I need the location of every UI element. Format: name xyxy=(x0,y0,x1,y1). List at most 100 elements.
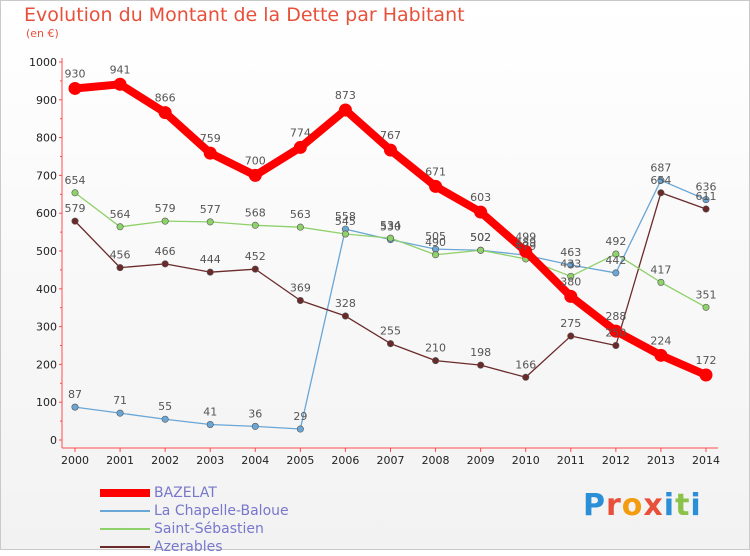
data-point xyxy=(206,218,214,226)
data-point xyxy=(477,361,485,369)
logo-letter: t xyxy=(675,488,691,523)
data-label: 654 xyxy=(65,174,86,187)
y-tick-label: 900 xyxy=(36,94,57,107)
data-point xyxy=(248,168,262,182)
legend-item: Saint-Sébastien xyxy=(100,520,289,538)
x-tick-label: 2007 xyxy=(377,454,405,467)
data-point xyxy=(432,357,440,365)
data-label: 198 xyxy=(470,346,491,359)
data-label: 452 xyxy=(245,250,266,263)
data-label: 505 xyxy=(425,230,446,243)
data-label: 579 xyxy=(65,202,86,215)
y-tick-label: 400 xyxy=(36,283,57,296)
legend-item: Azerables xyxy=(100,538,289,556)
data-label: 55 xyxy=(158,400,172,413)
legend-item: La Chapelle-Baloue xyxy=(100,502,289,520)
data-point xyxy=(161,260,169,268)
logo-letter: i xyxy=(690,488,702,523)
legend-label: Azerables xyxy=(154,539,223,555)
data-point xyxy=(296,223,304,231)
data-label: 545 xyxy=(335,215,356,228)
data-label: 700 xyxy=(245,154,266,167)
data-label: 687 xyxy=(650,161,671,174)
x-tick-label: 2010 xyxy=(512,454,540,467)
data-label: 502 xyxy=(470,231,491,244)
data-label: 444 xyxy=(200,253,221,266)
data-label: 250 xyxy=(605,327,626,340)
data-label: 636 xyxy=(696,181,717,194)
data-labels-layer: 87 71 55 41 36 29 558 530 505 502 489 463 442 687 636 5… xyxy=(65,63,717,423)
legend-label: BAZELAT xyxy=(154,485,217,501)
legend-swatch xyxy=(100,510,150,512)
x-tick-label: 2000 xyxy=(61,454,89,467)
x-tick-label: 2002 xyxy=(151,454,179,467)
data-point xyxy=(654,348,668,362)
data-label: 579 xyxy=(155,202,176,215)
legend-swatch xyxy=(100,546,150,548)
data-label: 255 xyxy=(380,325,401,338)
data-label: 577 xyxy=(200,203,221,216)
x-tick-label: 2009 xyxy=(467,454,495,467)
data-point xyxy=(113,77,127,91)
y-tick-label: 500 xyxy=(36,245,57,258)
data-point xyxy=(567,272,575,280)
data-label: 564 xyxy=(110,208,131,221)
data-point xyxy=(251,265,259,273)
data-label: 87 xyxy=(68,388,82,401)
logo-letter: r xyxy=(606,488,622,523)
data-point xyxy=(161,415,169,423)
data-label: 563 xyxy=(290,208,311,221)
data-point xyxy=(71,217,79,225)
data-label: 671 xyxy=(425,165,446,178)
data-label: 774 xyxy=(290,126,311,139)
data-label: 71 xyxy=(113,394,127,407)
x-tick-label: 2008 xyxy=(422,454,450,467)
y-tick-label: 700 xyxy=(36,169,57,182)
data-label: 502 xyxy=(470,231,491,244)
data-point xyxy=(522,373,530,381)
data-point xyxy=(116,409,124,417)
data-label: 611 xyxy=(696,190,717,203)
data-point xyxy=(206,421,214,429)
data-point xyxy=(68,81,82,95)
data-point xyxy=(158,106,172,120)
data-label: 603 xyxy=(470,191,491,204)
data-point xyxy=(338,103,352,117)
logo-letter: P xyxy=(583,488,606,523)
data-label: 530 xyxy=(380,221,401,234)
data-label: 369 xyxy=(290,282,311,295)
data-label: 759 xyxy=(200,132,221,145)
data-label: 166 xyxy=(515,358,536,371)
chart-subtitle: (en €) xyxy=(26,27,59,40)
data-label: 654 xyxy=(650,174,671,187)
data-point xyxy=(612,269,620,277)
data-point xyxy=(116,223,124,231)
data-label: 380 xyxy=(560,275,581,288)
data-label: 36 xyxy=(248,407,262,420)
data-label: 442 xyxy=(605,254,626,267)
proxiti-logo: Proxiti xyxy=(583,488,702,523)
legend-swatch xyxy=(100,489,150,497)
data-label: 275 xyxy=(560,317,581,330)
x-tick-label: 2014 xyxy=(692,454,720,467)
data-label: 288 xyxy=(605,310,626,323)
x-tick-label: 2005 xyxy=(286,454,314,467)
data-point xyxy=(519,244,533,258)
data-point xyxy=(612,250,620,258)
data-point xyxy=(657,189,665,197)
data-label: 463 xyxy=(560,246,581,259)
series-layer xyxy=(68,77,713,433)
data-label: 479 xyxy=(515,240,536,253)
data-label: 433 xyxy=(560,257,581,270)
y-tick-label: 100 xyxy=(36,396,57,409)
data-label: 41 xyxy=(203,406,217,419)
data-point xyxy=(384,143,397,157)
series-line xyxy=(74,179,707,430)
data-point xyxy=(432,251,440,259)
data-label: 351 xyxy=(696,288,717,301)
data-point xyxy=(657,176,665,184)
logo-letter: x xyxy=(643,488,664,523)
data-point xyxy=(564,289,578,303)
data-label: 172 xyxy=(696,354,717,367)
